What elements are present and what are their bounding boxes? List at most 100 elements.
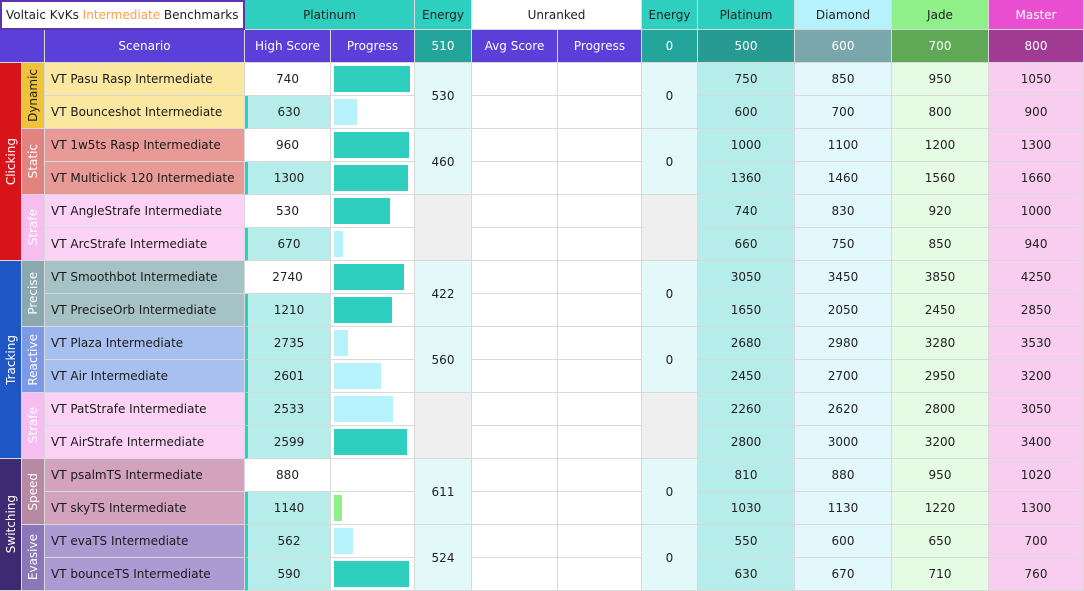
energy-header-2: Energy	[642, 0, 698, 30]
scenario-name-text: VT Pasu Rasp Intermediate	[51, 72, 213, 86]
scenario-name[interactable]: VT Multiclick 120 Intermediate	[45, 162, 245, 195]
threshold-platinum: 550	[698, 525, 795, 558]
scenario-name[interactable]: VT bounceTS Intermediate	[45, 558, 245, 591]
progress-cell	[331, 492, 415, 525]
threshold-jade: 1200	[892, 129, 989, 162]
threshold-platinum-text: 2450	[730, 369, 762, 383]
threshold-master-text: 1000	[1020, 204, 1052, 218]
sub-energy-2-text: 0	[665, 88, 674, 103]
threshold-jade: 2450	[892, 294, 989, 327]
avg-score	[472, 393, 558, 426]
threshold-platinum: 1650	[698, 294, 795, 327]
scenario-name[interactable]: VT Air Intermediate	[45, 360, 245, 393]
threshold-jade-text: 800	[928, 105, 952, 119]
threshold-master-text: 700	[1024, 534, 1048, 548]
scenario-header-text: Scenario	[118, 39, 171, 53]
threshold-master-text: 3530	[1020, 336, 1052, 350]
rank-energy-diamond: 600	[795, 30, 892, 63]
threshold-diamond-text: 2700	[827, 369, 859, 383]
scenario-name[interactable]: VT PreciseOrb Intermediate	[45, 294, 245, 327]
progress-bar	[334, 264, 404, 290]
threshold-master-text: 1300	[1020, 138, 1052, 152]
progress-bar	[334, 132, 409, 158]
threshold-jade-text: 1560	[924, 171, 956, 185]
high-score-text: 670	[277, 237, 301, 251]
high-score-text: 590	[277, 567, 301, 581]
scenario-header: Scenario	[45, 30, 245, 63]
high-score-header: High Score	[245, 30, 331, 63]
high-score: 1300	[245, 162, 331, 195]
threshold-master: 4250	[989, 261, 1084, 294]
scenario-name[interactable]: VT Plaza Intermediate	[45, 327, 245, 360]
threshold-jade-text: 2950	[924, 369, 956, 383]
avg-score	[472, 360, 558, 393]
threshold-platinum: 1000	[698, 129, 795, 162]
scenario-name[interactable]: VT skyTS Intermediate	[45, 492, 245, 525]
sub-energy-2	[642, 393, 698, 459]
threshold-diamond-text: 750	[831, 237, 855, 251]
subcategory-evasive-7-text: Evasive	[26, 534, 40, 581]
scenario-name[interactable]: VT AirStrafe Intermediate	[45, 426, 245, 459]
rank-header-master-text: Master	[1015, 7, 1057, 22]
threshold-jade: 3200	[892, 426, 989, 459]
threshold-jade-text: 850	[928, 237, 952, 251]
high-score: 2740	[245, 261, 331, 294]
threshold-platinum-text: 660	[734, 237, 758, 251]
threshold-master-text: 1660	[1020, 171, 1052, 185]
threshold-platinum: 1030	[698, 492, 795, 525]
threshold-master: 1020	[989, 459, 1084, 492]
threshold-jade: 920	[892, 195, 989, 228]
progress-cell	[331, 327, 415, 360]
sub-energy: 524	[415, 525, 472, 591]
category-switching-text: Switching	[3, 495, 18, 554]
scenario-name[interactable]: VT ArcStrafe Intermediate	[45, 228, 245, 261]
scenario-name[interactable]: VT Smoothbot Intermediate	[45, 261, 245, 294]
threshold-platinum-text: 810	[734, 468, 758, 482]
threshold-diamond-text: 2620	[827, 402, 859, 416]
threshold-platinum: 810	[698, 459, 795, 492]
scenario-name[interactable]: VT 1w5ts Rasp Intermediate	[45, 129, 245, 162]
threshold-jade-text: 950	[928, 468, 952, 482]
threshold-master-text: 4250	[1020, 270, 1052, 284]
subcategory-precise-3-text: Precise	[26, 272, 40, 315]
scenario-name-text: VT Plaza Intermediate	[51, 336, 184, 350]
progress-header: Progress	[331, 30, 415, 63]
scenario-name[interactable]: VT AngleStrafe Intermediate	[45, 195, 245, 228]
category-tracking-text: Tracking	[3, 334, 18, 385]
threshold-platinum: 630	[698, 558, 795, 591]
scenario-name[interactable]: VT psalmTS Intermediate	[45, 459, 245, 492]
scenario-name-text: VT 1w5ts Rasp Intermediate	[51, 138, 221, 152]
scenario-name[interactable]: VT evaTS Intermediate	[45, 525, 245, 558]
threshold-master: 940	[989, 228, 1084, 261]
scenario-name[interactable]: VT Pasu Rasp Intermediate	[45, 63, 245, 96]
high-score: 2735	[245, 327, 331, 360]
progress-cell	[331, 426, 415, 459]
sub-energy-text: 422	[431, 286, 455, 301]
subcategory-reactive-4: Reactive	[22, 327, 45, 393]
high-score-header-text: High Score	[254, 39, 320, 53]
progress-cell-2	[558, 162, 642, 195]
progress-cell-2	[558, 492, 642, 525]
scenario-name[interactable]: VT Bounceshot Intermediate	[45, 96, 245, 129]
threshold-diamond: 2980	[795, 327, 892, 360]
sheet-title: Voltaic KvKs Intermediate Benchmarks S4	[0, 0, 245, 30]
progress-bar	[334, 297, 392, 323]
energy-total: 510	[415, 30, 472, 63]
threshold-diamond-text: 600	[831, 534, 855, 548]
progress-header-text: Progress	[346, 39, 399, 53]
progress-bar	[334, 528, 353, 554]
scenario-name[interactable]: VT PatStrafe Intermediate	[45, 393, 245, 426]
high-score-text: 562	[277, 534, 301, 548]
threshold-jade: 800	[892, 96, 989, 129]
rank-header-platinum: Platinum	[698, 0, 795, 30]
progress-cell	[331, 228, 415, 261]
high-score: 590	[245, 558, 331, 591]
threshold-master-text: 2850	[1020, 303, 1052, 317]
sub-energy-text: 530	[431, 88, 455, 103]
threshold-platinum: 740	[698, 195, 795, 228]
high-score: 1140	[245, 492, 331, 525]
threshold-diamond-text: 3000	[827, 435, 859, 449]
high-score: 670	[245, 228, 331, 261]
threshold-platinum: 2260	[698, 393, 795, 426]
